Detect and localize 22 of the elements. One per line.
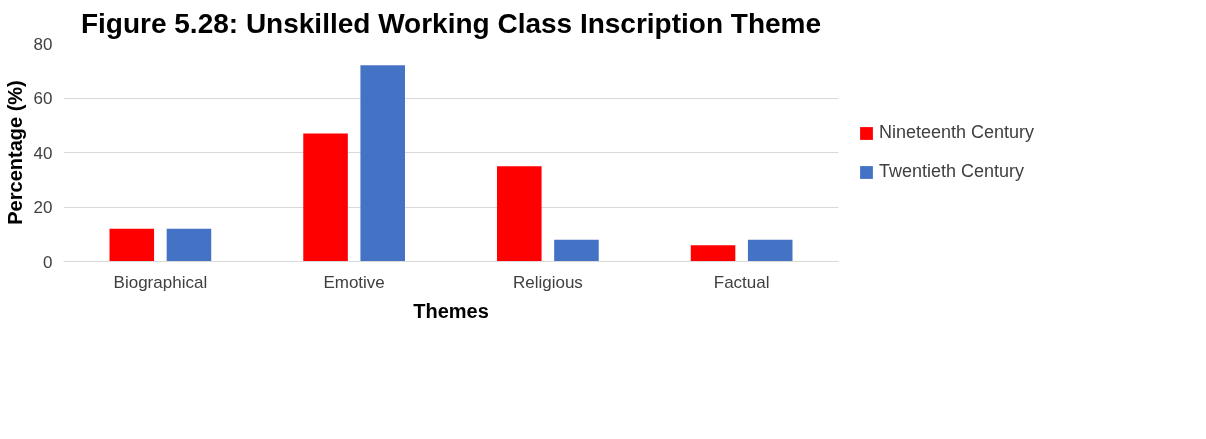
x-tick-label: Biographical <box>113 272 208 292</box>
y-tick-label: 60 <box>33 89 53 108</box>
y-tick-label: 40 <box>33 143 53 163</box>
bar <box>747 239 793 262</box>
x-axis-title: Themes <box>413 299 489 322</box>
bar <box>690 245 736 262</box>
bar <box>497 166 542 262</box>
legend-label: Twentieth Century <box>879 161 1025 182</box>
y-tick-label: 80 <box>33 34 53 54</box>
y-tick-label: 20 <box>33 198 53 217</box>
bar <box>166 228 212 262</box>
x-tick-label: Religious <box>512 272 583 292</box>
legend-label: Nineteenth Century <box>879 122 1035 143</box>
x-tick-label: Emotive <box>323 272 385 292</box>
y-tick-label: 0 <box>43 252 53 272</box>
bar <box>109 228 155 262</box>
bar <box>554 239 599 262</box>
bar <box>303 133 348 262</box>
x-tick-label: Factual <box>713 272 770 292</box>
chart-title: Figure 5.28: Unskilled Working Class Inscription Theme <box>80 7 822 39</box>
bar <box>360 65 405 262</box>
y-axis-title: Percentage (%) <box>3 80 26 225</box>
